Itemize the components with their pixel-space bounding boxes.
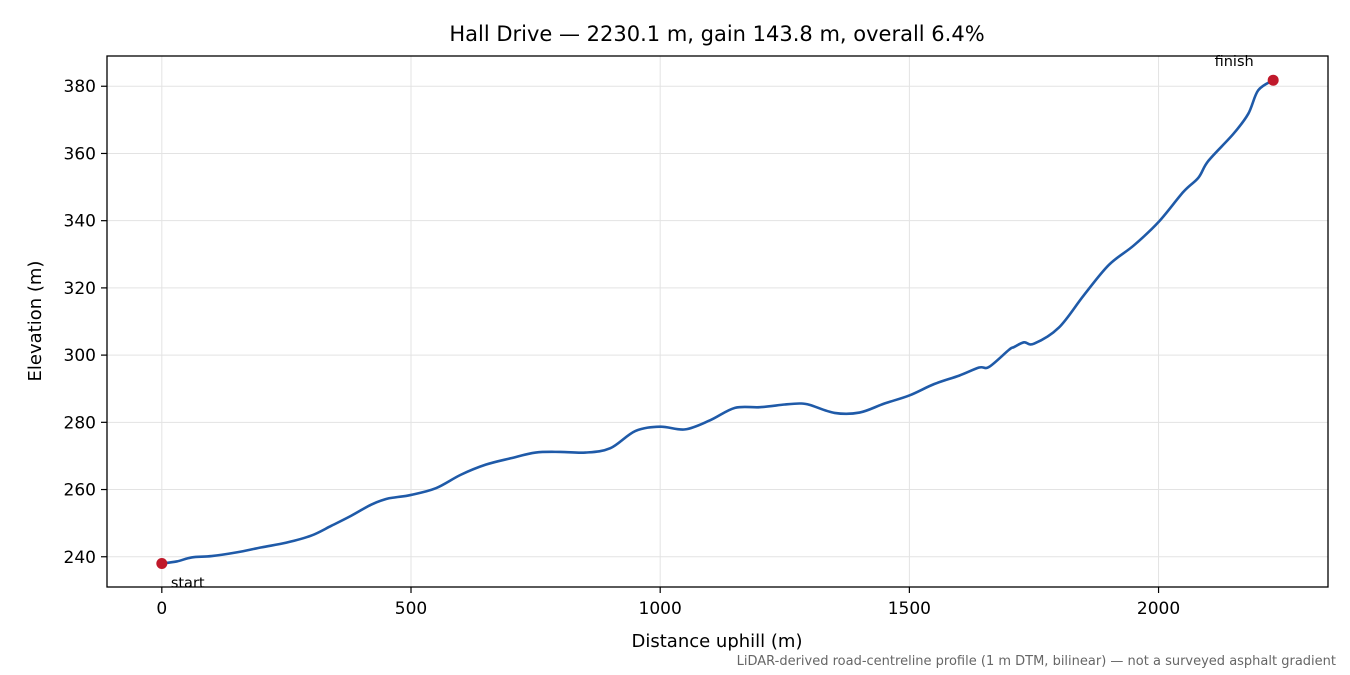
y-tick-label: 340 [64,212,96,232]
finish-marker [1267,74,1279,86]
y-tick-label: 380 [64,77,96,97]
y-tick-label: 240 [64,548,96,568]
x-tick-label: 500 [395,599,427,619]
start-label: start [171,575,205,591]
y-axis-ticks: 240 260 280 300 320 340 360 380 [64,77,107,568]
chart-title: Hall Drive — 2230.1 m, gain 143.8 m, ove… [449,22,984,46]
footnote: LiDAR-derived road-centreline profile (1… [737,654,1336,669]
x-tick-label: 0 [156,599,167,619]
x-axis-label: Distance uphill (m) [632,631,803,652]
y-tick-label: 280 [64,413,96,433]
elevation-profile-line [160,78,1275,565]
x-tick-label: 2000 [1137,599,1180,619]
y-tick-label: 260 [64,481,96,501]
y-tick-label: 300 [64,346,96,366]
y-tick-label: 320 [64,279,96,299]
y-axis-label: Elevation (m) [25,261,46,382]
start-marker [156,557,168,569]
x-axis-ticks: 0 500 1000 1500 2000 [156,587,1180,619]
y-tick-label: 360 [64,144,96,164]
grid-lines [107,56,1328,587]
plot-frame [106,55,1329,588]
x-tick-label: 1000 [639,599,682,619]
finish-label: finish [1215,54,1254,70]
x-tick-label: 1500 [888,599,931,619]
